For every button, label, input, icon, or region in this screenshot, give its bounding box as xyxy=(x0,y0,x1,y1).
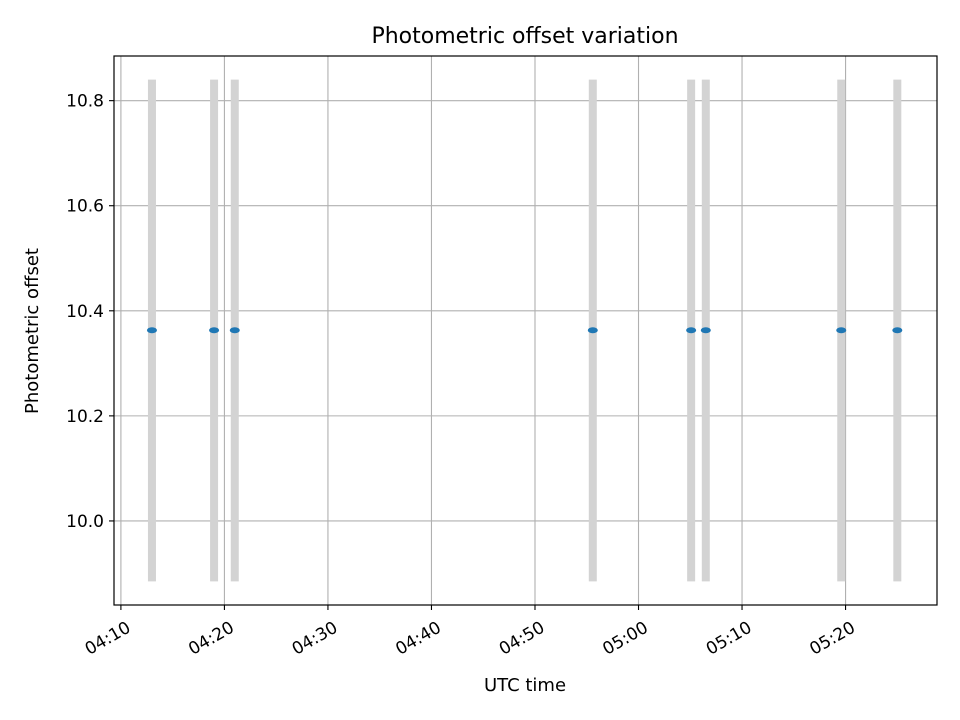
data-point xyxy=(229,327,240,334)
chart-title: Photometric offset variation xyxy=(371,24,678,49)
x-tick-label: 05:20 xyxy=(806,618,858,660)
data-point xyxy=(700,327,711,334)
y-tick-label: 10.4 xyxy=(66,302,104,322)
x-tick-label: 04:40 xyxy=(392,618,444,660)
x-tick-label: 05:10 xyxy=(703,618,755,660)
data-point xyxy=(587,327,598,334)
x-tick-label: 04:30 xyxy=(289,618,341,660)
data-point xyxy=(146,327,157,334)
x-tick-label: 05:00 xyxy=(599,618,651,660)
y-tick-label: 10.2 xyxy=(66,407,104,427)
x-axis-label: UTC time xyxy=(484,675,566,696)
y-axis-label: Photometric offset xyxy=(22,248,43,414)
plot-frame xyxy=(113,55,938,606)
x-axis-ticks: 04:10 04:20 04:30 04:40 04:50 05:00 05:10 05:20 xyxy=(82,605,859,660)
x-tick-label: 04:20 xyxy=(185,618,237,660)
y-tick-label: 10.0 xyxy=(66,512,104,532)
data-points xyxy=(146,327,903,334)
x-tick-label: 04:10 xyxy=(82,618,134,660)
x-tick-label: 04:50 xyxy=(496,618,548,660)
error-bars xyxy=(147,79,902,582)
data-point xyxy=(209,327,220,334)
y-tick-label: 10.6 xyxy=(66,197,104,217)
grid xyxy=(114,56,937,605)
data-point xyxy=(892,327,903,334)
y-tick-label: 10.8 xyxy=(66,92,104,112)
data-point xyxy=(686,327,697,334)
y-axis-ticks: 10.0 10.2 10.4 10.6 10.8 xyxy=(66,92,114,532)
data-point xyxy=(836,327,847,334)
